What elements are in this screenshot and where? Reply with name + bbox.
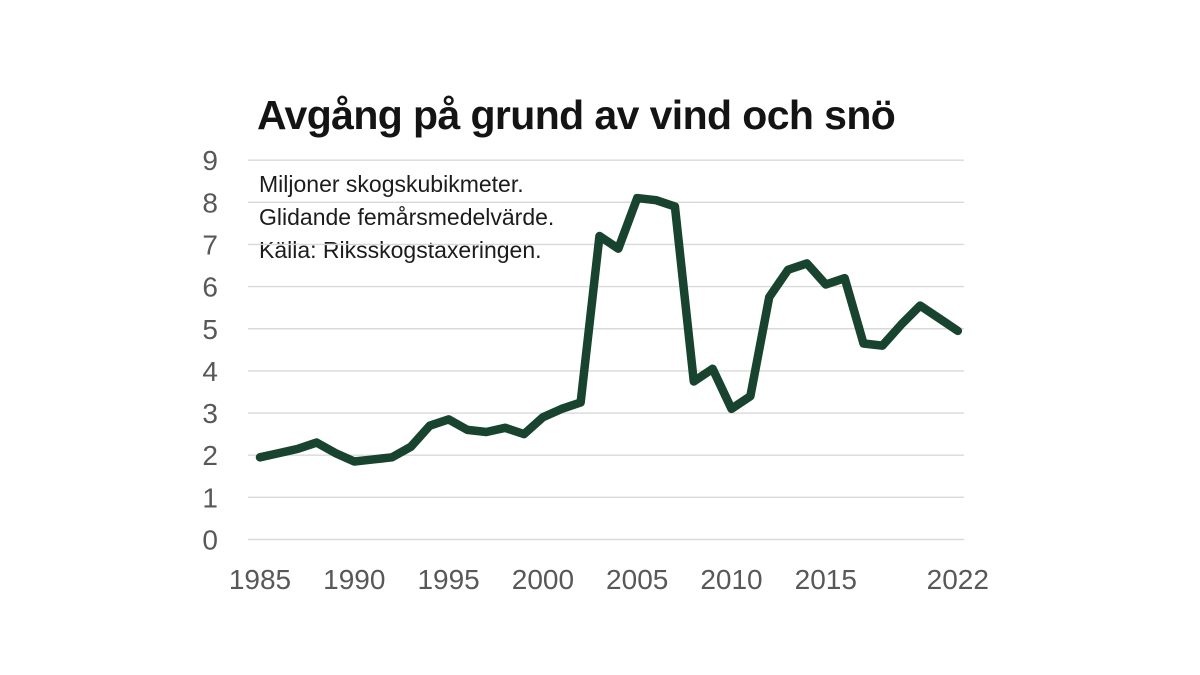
y-tick-label: 0 [202, 525, 218, 556]
x-tick-label: 2000 [512, 564, 574, 595]
annotation-line-units: Miljoner skogskubikmeter. [259, 171, 524, 197]
y-tick-label: 2 [202, 440, 218, 471]
y-tick-label: 6 [202, 272, 218, 303]
y-tick-label: 4 [202, 356, 218, 387]
x-tick-label: 1990 [323, 564, 385, 595]
x-tick-label: 2010 [700, 564, 762, 595]
x-tick-label: 1985 [229, 564, 291, 595]
data-line-avgang [255, 193, 963, 466]
y-tick-label: 7 [202, 229, 218, 260]
chart-title: Avgång på grund av vind och snö [257, 92, 896, 138]
chart-annotation: Miljoner skogskubikmeter. Glidande femår… [259, 168, 554, 267]
x-tick-label: 2005 [606, 564, 668, 595]
annotation-line-method: Glidande femårsmedelvärde. [259, 204, 555, 230]
y-tick-label: 5 [202, 314, 218, 345]
x-tick-label: 2022 [927, 564, 989, 595]
annotation-line-source: Källa: Riksskogstaxeringen. [259, 237, 542, 263]
x-tick-label: 1995 [417, 564, 479, 595]
y-tick-label: 1 [202, 482, 218, 513]
x-tick-label: 2015 [795, 564, 857, 595]
y-tick-label: 8 [202, 187, 218, 218]
y-tick-label: 3 [202, 398, 218, 429]
y-tick-label: 9 [202, 145, 218, 176]
